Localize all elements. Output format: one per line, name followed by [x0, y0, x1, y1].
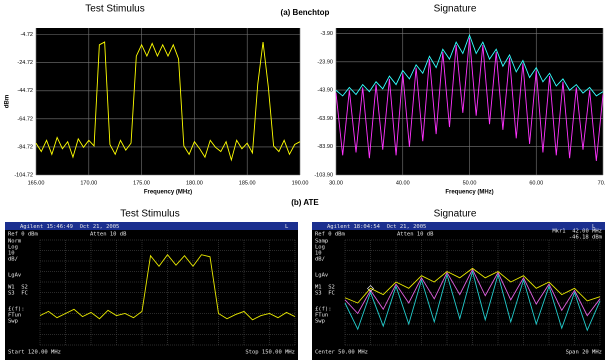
plot-background [5, 222, 298, 360]
x-tick-label: 70.0 [598, 180, 605, 186]
y-tick-label: -23.90 [317, 59, 333, 65]
attenuation: Atten 10 dB [397, 232, 434, 238]
y-tick-label: -43.90 [317, 88, 333, 94]
y-tick-label: -44.72 [17, 88, 33, 94]
sweep-start: Start 120.00 MHz [8, 350, 61, 356]
y-tick-label: -103.90 [314, 172, 333, 178]
chart-title: Test Stimulus [120, 209, 179, 220]
x-tick-label: 185.00 [239, 180, 256, 186]
y-tick-label: -83.90 [317, 144, 333, 150]
side-label: LgAv [315, 273, 329, 279]
y-tick-label: -63.90 [317, 116, 333, 122]
x-axis-label: Frequency (MHz) [445, 190, 493, 196]
sweep-stop: Span 20 MHz [566, 350, 602, 356]
chart-title: Test Stimulus [85, 4, 144, 15]
x-tick-label: 40.00 [396, 180, 410, 186]
chart-title: Signature [434, 209, 477, 220]
caption: (b) ATE [291, 198, 319, 207]
figure: (a) Benchtop (b) ATE Test Stimulus 165.00… [0, 0, 605, 360]
side-label: LgAv [8, 273, 22, 279]
y-tick-label: -3.90 [320, 31, 333, 37]
side-label: dB/ [315, 257, 325, 263]
x-tick-label: 190.00 [292, 180, 309, 186]
plot-background [36, 28, 300, 175]
sweep-start: Center 50.00 MHz [315, 350, 368, 356]
reference-level: Ref 0 dBm [8, 232, 38, 238]
x-tick-label: 180.00 [186, 180, 203, 186]
side-label: Swp [8, 319, 18, 325]
x-tick-label: 50.00 [463, 180, 477, 186]
plot-background [312, 222, 605, 360]
y-axis-label: dBm [5, 95, 11, 108]
screen-header: Agilent 15:46:49 Oct 21, 2005 [20, 224, 119, 230]
side-label: Swp [315, 319, 325, 325]
y-tick-label: -104.72 [14, 172, 33, 178]
chart-title: Signature [434, 4, 477, 15]
side-label: S3 FC [315, 291, 335, 297]
x-tick-label: 170.00 [80, 180, 97, 186]
y-tick-label: -24.72 [17, 60, 33, 66]
x-tick-label: 175.00 [133, 180, 150, 186]
caption: (a) Benchtop [281, 8, 330, 17]
reference-level: Ref 0 dBm [315, 232, 345, 238]
screen-header: Agilent 18:04:54 Oct 21, 2005 [327, 224, 426, 230]
x-tick-label: 165.00 [28, 180, 45, 186]
side-label: S3 FC [8, 291, 28, 297]
attenuation: Atten 10 dB [90, 232, 127, 238]
y-tick-label: -84.72 [17, 144, 33, 150]
side-label: dB/ [8, 257, 18, 263]
plots [5, 28, 605, 360]
y-tick-label: -64.72 [17, 116, 33, 122]
y-tick-label: -4.72 [20, 32, 33, 38]
sweep-stop: Stop 150.00 MHz [245, 350, 295, 356]
x-tick-label: 30.00 [329, 180, 343, 186]
x-axis-label: Frequency (MHz) [144, 190, 192, 196]
marker-readout: -46.18 dBm [569, 235, 603, 241]
x-tick-label: 60.00 [529, 180, 543, 186]
